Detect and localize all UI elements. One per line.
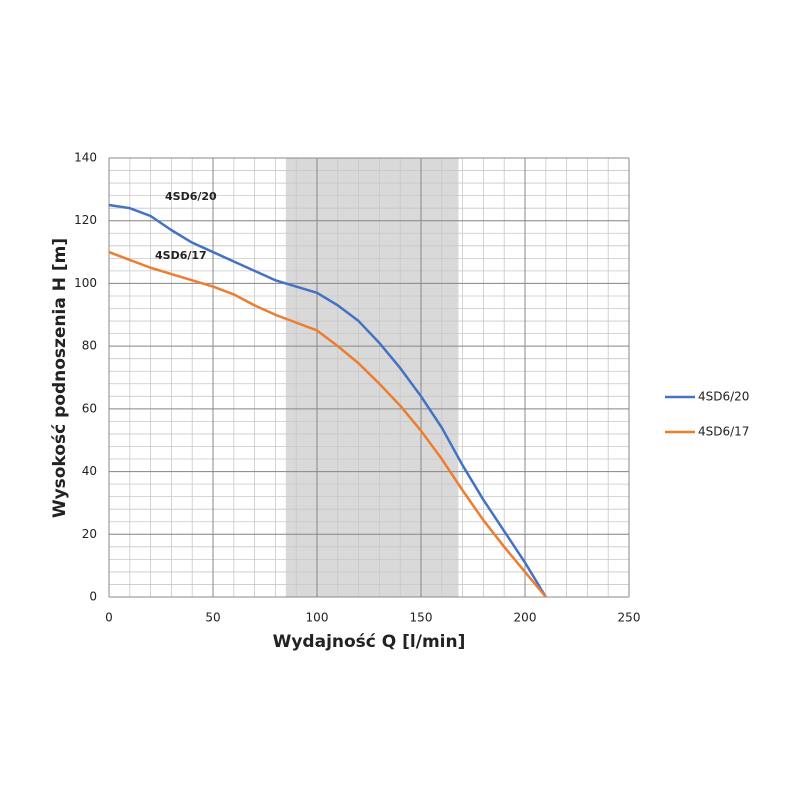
- series-line: [108, 203, 547, 598]
- y-tick-label: 20: [82, 527, 97, 541]
- x-tick-label: 150: [410, 611, 433, 625]
- y-tick-label: 120: [74, 213, 97, 227]
- x-axis-title: Wydajność Q [l/min]: [273, 632, 466, 652]
- legend-label: 4SD6/17: [698, 425, 749, 439]
- annotation: 4SD6/17: [155, 249, 207, 262]
- annotation: 4SD6/20: [165, 190, 217, 203]
- series-line: [108, 250, 547, 598]
- y-tick-label: 0: [89, 590, 97, 604]
- legend-label: 4SD6/20: [698, 390, 749, 404]
- y-tick-label: 100: [74, 276, 97, 290]
- x-tick-label: 200: [514, 611, 537, 625]
- x-tick-label: 100: [306, 611, 329, 625]
- x-tick-label: 250: [618, 611, 641, 625]
- x-tick-label: 0: [105, 611, 113, 625]
- y-tick-label: 80: [82, 339, 97, 353]
- y-tick-label: 60: [82, 401, 97, 415]
- x-tick-label: 50: [205, 611, 220, 625]
- plot: 0 20 40 60 80 100 120 140 0 50 100 150 200 250 4SD6/20…: [74, 151, 749, 625]
- y-axis-title: Wysokość podnoszenia H [m]: [50, 238, 70, 518]
- y-tick-label: 140: [74, 151, 97, 165]
- y-tick-label: 40: [82, 464, 97, 478]
